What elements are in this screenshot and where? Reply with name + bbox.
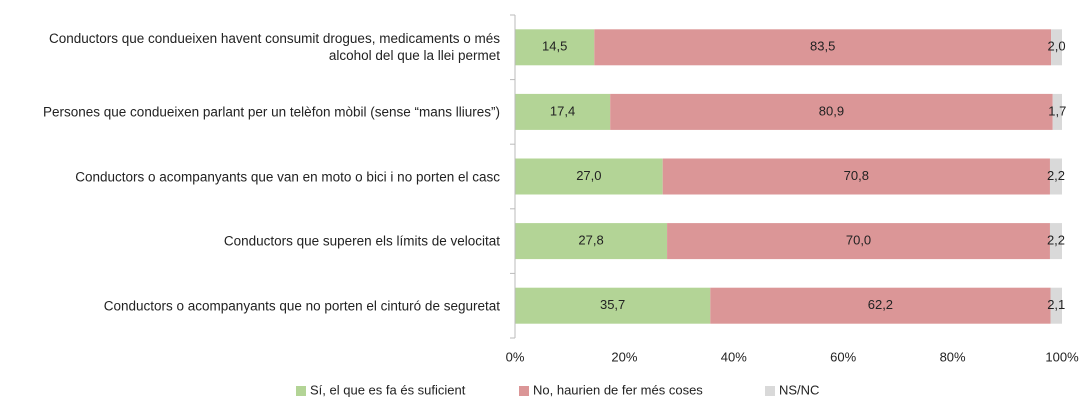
data-label: 83,5 bbox=[810, 39, 835, 54]
x-tick-label: 80% bbox=[940, 349, 966, 364]
x-tick-label: 20% bbox=[611, 349, 637, 364]
data-label: 27,0 bbox=[576, 168, 601, 183]
legend-label: No, haurien de fer més coses bbox=[533, 382, 703, 397]
data-label: 14,5 bbox=[542, 39, 567, 54]
bar-segment bbox=[1049, 158, 1062, 195]
data-label: 1,7 bbox=[1048, 103, 1066, 118]
data-label: 70,0 bbox=[846, 233, 871, 248]
data-label: 27,8 bbox=[578, 233, 603, 248]
legend-swatch bbox=[296, 386, 306, 396]
bar-segment bbox=[594, 29, 1052, 66]
bar-segment bbox=[667, 223, 1050, 260]
category-label: Conductors o acompanyants que no porten … bbox=[103, 298, 500, 314]
data-label: 35,7 bbox=[600, 297, 625, 312]
bar-segment bbox=[1051, 29, 1062, 66]
bar-segment bbox=[515, 29, 595, 66]
bar-segment bbox=[1050, 287, 1062, 324]
bar-segment bbox=[1052, 93, 1062, 130]
data-label: 2,1 bbox=[1047, 297, 1065, 312]
bar-segment bbox=[515, 158, 663, 195]
data-label: 70,8 bbox=[844, 168, 869, 183]
x-tick-label: 100% bbox=[1045, 349, 1079, 364]
bar-segment bbox=[1049, 223, 1062, 260]
data-label: 80,9 bbox=[819, 103, 844, 118]
category-label: Conductors que superen els límits de vel… bbox=[223, 233, 500, 249]
bar-segment bbox=[710, 287, 1051, 324]
data-label: 2,0 bbox=[1047, 39, 1065, 54]
category-label: Conductors o acompanyants que van en mot… bbox=[75, 169, 500, 184]
x-tick-label: 60% bbox=[830, 349, 856, 364]
legend-swatch bbox=[765, 386, 775, 396]
category-label: Persones que condueixen parlant per un t… bbox=[43, 104, 500, 120]
data-label: 62,2 bbox=[868, 297, 893, 312]
x-tick-label: 40% bbox=[721, 349, 747, 364]
bar-segment bbox=[515, 223, 668, 260]
data-label: 2,2 bbox=[1047, 233, 1065, 248]
data-label: 2,2 bbox=[1047, 168, 1065, 183]
bar-segment bbox=[515, 93, 611, 130]
legend-label: Sí, el que es fa és suficient bbox=[310, 382, 466, 397]
legend-label: NS/NC bbox=[779, 382, 819, 397]
bar-segment bbox=[515, 287, 711, 324]
bar-segment bbox=[662, 158, 1050, 195]
x-tick-label: 0% bbox=[506, 349, 525, 364]
legend-swatch bbox=[519, 386, 529, 396]
category-label: Conductors que condueixen havent consumi… bbox=[48, 31, 500, 64]
bar-segment bbox=[610, 93, 1053, 130]
data-label: 17,4 bbox=[550, 103, 575, 118]
